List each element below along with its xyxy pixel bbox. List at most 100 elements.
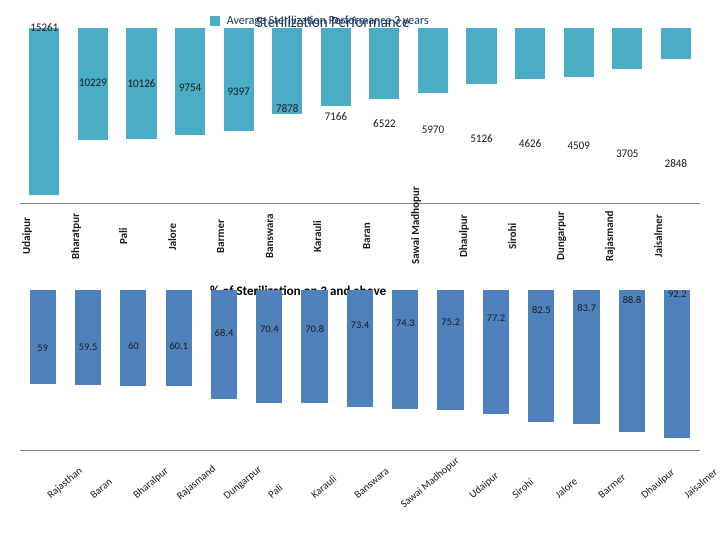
top-value-label: 9754: [179, 81, 201, 94]
bottom-value-label: 77.2: [487, 311, 506, 324]
bottom-value-label: 74.3: [396, 316, 415, 329]
bottom-value-label: 83.7: [577, 301, 596, 314]
bottom-value-label: 70.8: [305, 322, 324, 335]
top-category-label: Sawai Madhopur: [409, 208, 458, 268]
bottom-bar-slot: 77.2: [473, 290, 518, 450]
bottom-bar: [301, 290, 327, 403]
top-category-label: Baran: [360, 208, 409, 268]
bottom-bar-slot: 92.2: [655, 290, 700, 450]
bottom-bar-slot: 83.7: [564, 290, 609, 450]
top-bar-slot: 4626: [506, 28, 555, 203]
bottom-value-label: 59: [37, 341, 48, 354]
top-category-label: Karauli: [311, 208, 360, 268]
bottom-bar-slot: 75.2: [428, 290, 473, 450]
top-bar-slot: 3705: [603, 28, 652, 203]
top-bar: [515, 28, 545, 79]
top-category-label: Banswara: [263, 208, 312, 268]
bottom-bar-slot: 82.5: [519, 290, 564, 450]
top-value-label: 3705: [616, 147, 638, 160]
top-bar: [661, 28, 691, 59]
top-value-label: 7166: [325, 110, 347, 123]
bottom-value-label: 73.4: [351, 318, 370, 331]
top-value-label: 10126: [127, 77, 155, 90]
top-bar: [29, 28, 59, 195]
bottom-bar: [30, 290, 56, 384]
bottom-chart: % of Sterilization on 3 and above 5959.5…: [20, 290, 700, 530]
top-bar-slot: 2848: [652, 28, 701, 203]
top-bar: [369, 28, 399, 99]
top-value-label: 7878: [276, 102, 298, 115]
top-bar-slot: 5970: [409, 28, 458, 203]
top-value-label: 5126: [470, 132, 492, 145]
bottom-bar-slot: 59: [20, 290, 65, 450]
top-bar-slot: 7878: [263, 28, 312, 203]
top-bar: [564, 28, 594, 77]
top-category-label: Sirohi: [506, 208, 555, 268]
bottom-value-label: 59.5: [79, 340, 98, 353]
top-bar-slot: 10126: [117, 28, 166, 203]
bottom-bar: [211, 290, 237, 399]
top-bar-slot: 5126: [457, 28, 506, 203]
top-bar: [466, 28, 496, 84]
top-category-label: Dhaulpur: [457, 208, 506, 268]
top-bar: [418, 28, 448, 93]
top-value-label: 6522: [373, 117, 395, 130]
bottom-value-label: 68.4: [215, 326, 234, 339]
bottom-bar: [437, 290, 463, 410]
bottom-bar: [75, 290, 101, 385]
bottom-bar: [392, 290, 418, 409]
top-value-label: 4626: [519, 137, 541, 150]
top-bar-slot: 9754: [166, 28, 215, 203]
top-bar: [321, 28, 351, 106]
top-value-label: 4509: [567, 139, 589, 152]
bottom-bar: [256, 290, 282, 403]
bottom-bar: [120, 290, 146, 386]
top-bar-slot: 7166: [311, 28, 360, 203]
top-value-label: 15261: [30, 21, 58, 34]
bottom-value-label: 92.2: [668, 287, 687, 300]
bottom-bar: [347, 290, 373, 407]
top-bar: [612, 28, 642, 69]
top-value-label: 2848: [665, 157, 687, 170]
top-category-label: Udaipur: [20, 208, 69, 268]
top-bars: 15261 10229 10126 9754 9397 7878 7166 6522 5970 5…: [20, 28, 700, 203]
bottom-value-label: 88.8: [623, 293, 642, 306]
top-category-label: Jalore: [166, 208, 215, 268]
top-bar-slot: 10229: [69, 28, 118, 203]
bottom-bar-slot: 88.8: [609, 290, 654, 450]
top-category-label: Pali: [117, 208, 166, 268]
bottom-bar-slot: 68.4: [201, 290, 246, 450]
bottom-bar-slot: 73.4: [337, 290, 382, 450]
top-bar-slot: 4509: [554, 28, 603, 203]
top-category-label: Bharatpur: [69, 208, 118, 268]
top-value-label: 9397: [227, 85, 249, 98]
bottom-x-labels: RajasthanBaranBharalpurRajasmandDungarpu…: [20, 454, 700, 528]
top-bar: [224, 28, 254, 131]
top-category-label: Rajasmand: [603, 208, 652, 268]
top-bar-slot: 6522: [360, 28, 409, 203]
bottom-bars: 5959.56060.168.470.470.873.474.375.277.2…: [20, 290, 700, 450]
bottom-bar-slot: 70.8: [292, 290, 337, 450]
bottom-value-label: 75.2: [441, 315, 460, 328]
top-plot-area: 15261 10229 10126 9754 9397 7878 7166 6522 5970 5…: [20, 28, 700, 204]
bottom-bar-slot: 60: [111, 290, 156, 450]
bottom-value-label: 82.5: [532, 303, 551, 316]
slide: Average Sterilization Performance 3 year…: [0, 0, 720, 540]
top-value-label: 5970: [422, 123, 444, 136]
bottom-bar: [619, 290, 645, 432]
bottom-bar: [664, 290, 690, 438]
bottom-plot-area: 5959.56060.168.470.470.873.474.375.277.2…: [20, 290, 700, 451]
bottom-bar-slot: 70.4: [247, 290, 292, 450]
top-x-labels: UdaipurBharatpurPaliJaloreBarmerBanswara…: [20, 208, 700, 268]
top-chart: 15261 10229 10126 9754 9397 7878 7166 6522 5970 5…: [20, 8, 700, 268]
top-category-label: Jaisalmer: [652, 208, 701, 268]
bottom-bar-slot: 59.5: [65, 290, 110, 450]
bottom-bar: [483, 290, 509, 414]
top-category-label: Dungarpur: [554, 208, 603, 268]
bottom-value-label: 60: [128, 339, 139, 352]
top-value-label: 10229: [79, 76, 107, 89]
top-category-label: Barmer: [214, 208, 263, 268]
bottom-bar-slot: 74.3: [383, 290, 428, 450]
top-bar-slot: 15261: [20, 28, 69, 203]
top-bar-slot: 9397: [214, 28, 263, 203]
